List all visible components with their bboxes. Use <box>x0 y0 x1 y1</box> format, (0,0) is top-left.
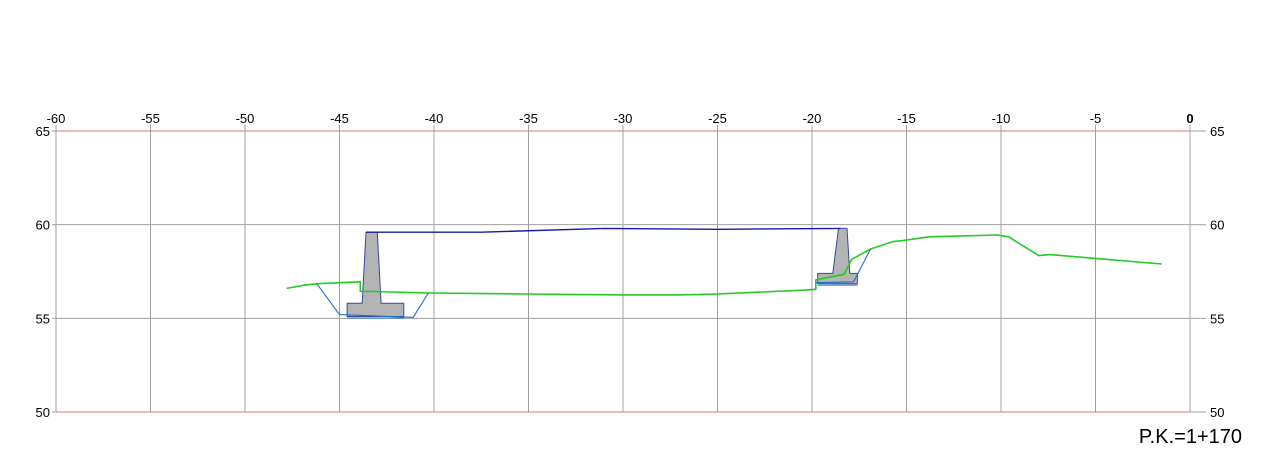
plot-frame <box>52 125 1206 413</box>
y-tick-label-right: 60 <box>1210 218 1224 233</box>
x-tick-label: -15 <box>897 111 916 126</box>
x-tick-label: -35 <box>519 111 538 126</box>
x-tick-label: -40 <box>425 111 444 126</box>
x-tick-label: -50 <box>236 111 255 126</box>
x-tick-label: -45 <box>330 111 349 126</box>
y-tick-label-left: 60 <box>36 218 50 233</box>
x-tick-label: -30 <box>614 111 633 126</box>
x-tick-label: -60 <box>47 111 66 126</box>
abutment-left-line <box>346 231 405 317</box>
deck-line <box>366 227 841 233</box>
x-tick-label: -20 <box>803 111 822 126</box>
x-tick-label: -5 <box>1090 111 1102 126</box>
y-tick-label-left: 65 <box>36 124 50 139</box>
y-tick-label-left: 50 <box>36 405 50 420</box>
excavation-right-line <box>815 248 872 284</box>
y-tick-label-right: 55 <box>1210 311 1224 326</box>
y-tick-label-right: 50 <box>1210 405 1224 420</box>
tick-labels: -60 -55 -50 -45 -40 -35 -30 -25 -20 -15 -10 -5 050 50… <box>36 111 1225 420</box>
structure-shapes <box>346 227 858 317</box>
grid <box>56 131 1190 412</box>
x-tick-label: -55 <box>141 111 160 126</box>
x-tick-label: 0 <box>1186 111 1193 126</box>
y-tick-label-right: 65 <box>1210 124 1224 139</box>
excavation-left-line <box>316 283 429 318</box>
terrain-line <box>286 234 1162 296</box>
y-tick-label-left: 55 <box>36 311 50 326</box>
station-label: P.K.=1+170 <box>1138 426 1242 448</box>
profile-lines <box>286 227 1162 319</box>
abutment-right-line <box>817 227 858 285</box>
x-tick-label: -10 <box>992 111 1011 126</box>
x-tick-label: -25 <box>708 111 727 126</box>
